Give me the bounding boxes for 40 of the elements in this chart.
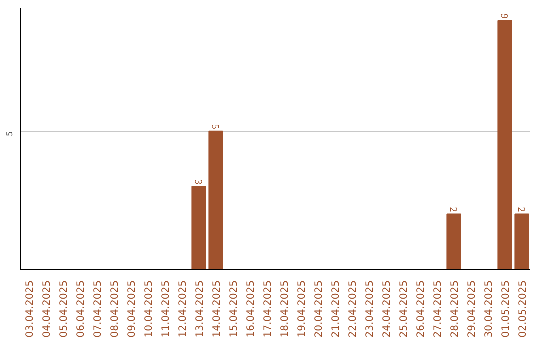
x-tick-label: 22.04.2025 — [348, 280, 359, 338]
data-label: 3 — [192, 180, 204, 185]
x-tick-label: 23.04.2025 — [365, 280, 376, 338]
data-label: 5 — [210, 124, 220, 130]
x-tick-label: 06.04.2025 — [76, 280, 87, 338]
x-tick-label: 20.04.2025 — [314, 280, 325, 338]
x-tick-label: 21.04.2025 — [331, 280, 342, 338]
x-tick-label: 28.04.2025 — [450, 280, 461, 338]
x-tick-label: 05.04.2025 — [59, 280, 70, 338]
x-tick-label: 16.04.2025 — [246, 280, 257, 338]
x-tick-label: 13.04.2025 — [195, 280, 206, 338]
x-tick-label: 25.04.2025 — [399, 280, 410, 338]
bar — [514, 214, 530, 270]
bar — [446, 214, 462, 270]
x-tick-label: 27.04.2025 — [433, 280, 444, 338]
bar — [498, 20, 512, 270]
x-tick-label: 10.04.2025 — [144, 280, 155, 338]
x-tick-label: 30.04.2025 — [484, 280, 495, 338]
x-tick-label: 24.04.2025 — [382, 280, 393, 338]
x-tick-label: 15.04.2025 — [229, 280, 240, 338]
x-tick-label: 11.04.2025 — [161, 280, 172, 338]
x-tick-label: 07.04.2025 — [93, 280, 104, 338]
x-tick-label: 01.05.2025 — [501, 280, 512, 338]
x-tick-label: 04.04.2025 — [42, 280, 53, 338]
data-label: 9 — [498, 14, 510, 19]
x-tick-label: 17.04.2025 — [263, 280, 274, 338]
x-tick-label: 14.04.2025 — [212, 280, 223, 338]
x-tick-label: 29.04.2025 — [467, 280, 478, 338]
data-label: 2 — [516, 207, 526, 212]
bar — [192, 186, 206, 270]
bar — [208, 130, 224, 270]
data-label: 2 — [448, 207, 458, 212]
x-tick-label: 18.04.2025 — [280, 280, 291, 338]
x-tick-label: 09.04.2025 — [127, 280, 138, 338]
x-tick-label: 02.05.2025 — [518, 280, 529, 338]
x-tick-label: 19.04.2025 — [297, 280, 308, 338]
x-tick-label: 08.04.2025 — [110, 280, 121, 338]
x-tick-label: 26.04.2025 — [416, 280, 427, 338]
x-tick-label: 03.04.2025 — [25, 280, 36, 338]
x-tick-label: 12.04.2025 — [178, 280, 189, 338]
